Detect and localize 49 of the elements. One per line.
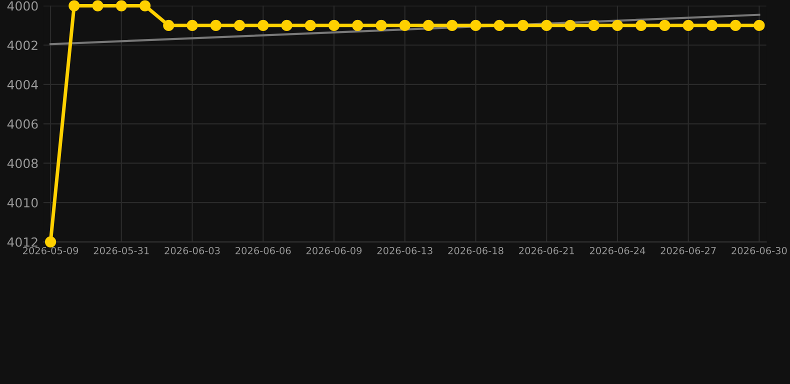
point <box>139 0 151 12</box>
y-tick-label: 4008 <box>7 158 38 168</box>
point <box>682 20 694 31</box>
point <box>706 20 718 31</box>
x-tick-label: 2026-05-31 <box>94 246 149 254</box>
point <box>352 20 364 31</box>
point <box>470 20 482 31</box>
point <box>163 20 174 31</box>
point <box>328 20 340 31</box>
point <box>258 20 269 31</box>
y-tick-label: 4000 <box>7 1 38 11</box>
x-tick-label: 2026-06-21 <box>519 246 574 254</box>
point <box>186 20 198 31</box>
point <box>636 20 647 31</box>
x-tick-label: 2026-06-18 <box>448 246 504 254</box>
x-tick-label: 2026-06-30 <box>732 246 787 254</box>
x-tick-label: 2026-06-27 <box>660 246 716 254</box>
x-tick-label: 2026-06-24 <box>590 246 646 254</box>
y-tick-label: 4002 <box>7 40 38 50</box>
x-tick-label: 2026-06-03 <box>164 246 220 254</box>
point <box>304 20 316 31</box>
x-tick-label: 2026-06-13 <box>377 246 432 254</box>
y-tick-label: 4012 <box>7 237 38 247</box>
point <box>541 20 552 31</box>
point <box>44 236 56 248</box>
y-tick-label: 4006 <box>7 119 38 129</box>
point <box>399 20 410 31</box>
x-tick-label: 2026-05-09 <box>23 246 78 254</box>
point <box>92 0 104 12</box>
point <box>210 20 222 31</box>
point <box>68 0 80 12</box>
point <box>588 20 600 31</box>
point <box>517 20 529 31</box>
point <box>754 20 765 31</box>
point <box>281 20 292 31</box>
point <box>376 20 387 31</box>
point <box>116 0 127 12</box>
point <box>234 20 246 31</box>
point <box>422 20 434 31</box>
point <box>730 20 742 31</box>
point <box>446 20 458 31</box>
point <box>659 20 670 31</box>
y-tick-label: 4010 <box>7 198 38 208</box>
x-tick-label: 2026-06-06 <box>236 246 291 254</box>
y-tick-label: 4004 <box>7 80 38 90</box>
point <box>564 20 576 31</box>
point <box>612 20 624 31</box>
point <box>494 20 505 31</box>
x-tick-label: 2026-06-09 <box>306 246 362 254</box>
